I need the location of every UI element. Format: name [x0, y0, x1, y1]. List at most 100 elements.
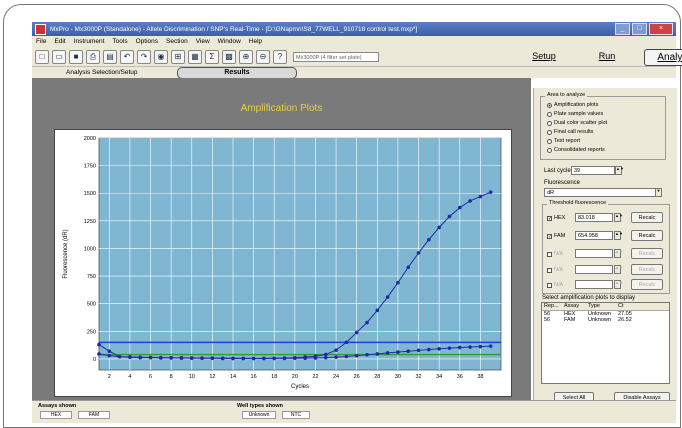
radio-final-call-results[interactable]: Final call results [547, 129, 593, 135]
data-point-hex [427, 347, 431, 352]
assay-chip-hex[interactable]: HEX [40, 411, 72, 419]
menu-file[interactable]: File [36, 38, 47, 45]
threshold-hex-checkbox[interactable]: ✓ HEX [547, 215, 566, 222]
undo-icon[interactable]: ↶ [120, 49, 134, 64]
sigma-icon[interactable]: Σ [205, 49, 219, 64]
menu-instrument[interactable]: Instrument [73, 38, 105, 45]
data-point-hex [488, 344, 493, 348]
menu-options[interactable]: Options [135, 38, 158, 45]
threshold-na2-checkbox[interactable]: N/A [547, 267, 563, 273]
window-titlebar: MxPro - Mx3000P (Standalone) - Allele Di… [32, 22, 676, 36]
chevron-down-icon[interactable]: ▼ [655, 188, 662, 197]
data-point-fam [375, 308, 380, 313]
menu-tools[interactable]: Tools [112, 38, 128, 45]
data-point-hex [220, 356, 225, 361]
tab-analysis-selection[interactable]: Analysis Selection/Setup [66, 69, 138, 76]
assay-chip-fam[interactable]: FAM [78, 411, 110, 419]
minimize-button[interactable]: _ [615, 23, 630, 35]
print-icon[interactable]: ⎙ [86, 49, 100, 64]
col-rep[interactable]: Rep... [544, 303, 559, 309]
radio-dual-color-scatter[interactable]: Dual color scatter plot [547, 120, 607, 126]
grid-icon[interactable]: ▩ [222, 49, 236, 64]
data-point-hex [179, 356, 184, 360]
menu-edit[interactable]: Edit [54, 38, 66, 45]
wells-icon[interactable]: ⊞ [171, 49, 185, 64]
fluorescence-select[interactable]: dR [544, 188, 662, 197]
data-point-hex [262, 356, 266, 361]
maximize-button[interactable]: □ [632, 23, 647, 35]
help-icon[interactable]: ? [273, 49, 287, 64]
data-point-fam [334, 348, 338, 352]
menu-window[interactable]: Window [217, 38, 241, 45]
close-button[interactable]: × [649, 23, 673, 35]
menu-section[interactable]: Section [166, 38, 188, 45]
x-tick-label: 28 [374, 374, 380, 380]
threshold-na1-checkbox[interactable]: N/A [547, 251, 563, 257]
threshold-hex-input[interactable]: 83.018 [575, 213, 613, 222]
menu-help[interactable]: Help [248, 38, 263, 45]
assay-table[interactable]: Rep... Assay Type Ct 56 HEX Unknown 27.0… [541, 302, 670, 384]
save-icon[interactable]: ■ [69, 49, 83, 64]
zoom-in-icon[interactable]: ⊕ [239, 49, 253, 64]
open-icon[interactable]: ▭ [52, 49, 66, 64]
recalc-na1-button[interactable]: Recalc [631, 248, 663, 259]
table-row[interactable]: 56 HEX Unknown 27.05 [542, 311, 669, 317]
run-button[interactable]: Run [598, 51, 616, 61]
recalc-na2-button[interactable]: Recalc [631, 264, 663, 275]
filter-set-select[interactable]: Mx3000P (4 filter set plate) [293, 51, 379, 62]
threshold-hex-spinner[interactable]: ▲▼ [614, 213, 623, 222]
threshold-na3-input[interactable] [575, 280, 613, 289]
radio-amplification-plots[interactable]: Amplification plots [547, 102, 598, 108]
threshold-na3-spinner[interactable]: ▲▼ [614, 280, 623, 289]
y-tick-label: 1500 [84, 191, 96, 197]
recalc-fam-button[interactable]: Recalc [631, 230, 663, 241]
last-cycle-input[interactable]: 39 [571, 166, 615, 175]
recalc-hex-button[interactable]: Recalc [631, 212, 663, 223]
col-assay[interactable]: Assay [564, 303, 579, 309]
data-point-hex [478, 344, 483, 349]
print-preview-icon[interactable]: ▤ [103, 49, 117, 64]
data-point-hex [437, 346, 441, 351]
amplification-chart[interactable]: 2 4 6 8 10 12 14 16 18 20 22 24 26 28 30 32 34 36 38025050… [55, 130, 511, 396]
threshold-na2-input[interactable] [575, 265, 613, 274]
report-icon[interactable]: ▦ [188, 49, 202, 64]
threshold-fam-spinner[interactable]: ▲▼ [614, 231, 623, 240]
data-point-hex [241, 356, 246, 361]
radio-consolidated-reports[interactable]: Consolidated reports [547, 147, 605, 153]
new-icon[interactable]: □ [35, 49, 49, 64]
threshold-na1-spinner[interactable]: ▲▼ [614, 249, 623, 258]
well-chip-unknown[interactable]: Unknown [242, 411, 276, 419]
y-tick-label: 1000 [84, 246, 96, 252]
radio-plate-sample-values[interactable]: Plate sample values [547, 111, 603, 117]
threshold-fam-checkbox[interactable]: ✓ FAM [547, 233, 566, 240]
data-point-fam [447, 214, 452, 219]
analysis-button[interactable]: Analysis [644, 49, 682, 66]
setup-button[interactable]: Setup [532, 51, 556, 61]
y-tick-label: 250 [87, 329, 96, 335]
table-row[interactable]: 56 FAM Unknown 26.52 [542, 317, 669, 323]
zoom-out-icon[interactable]: ⊖ [256, 49, 270, 64]
filter-icon[interactable]: ◉ [154, 49, 168, 64]
threshold-na2-spinner[interactable]: ▲▼ [614, 265, 623, 274]
col-type[interactable]: Type [588, 303, 600, 309]
col-ct[interactable]: Ct [618, 303, 624, 309]
cell-type: Unknown [588, 317, 611, 323]
data-point-fam [396, 280, 400, 285]
threshold-fam-input[interactable]: 654.958 [575, 231, 613, 240]
recalc-na3-button[interactable]: Recalc [631, 279, 663, 290]
threshold-na3-checkbox[interactable]: N/A [547, 282, 563, 288]
data-point-fam [437, 225, 441, 230]
data-point-fam [406, 265, 411, 270]
last-cycle-spinner[interactable]: ▲▼ [615, 166, 624, 175]
x-axis-label: Cycles [291, 384, 309, 390]
data-point-hex [159, 355, 163, 360]
data-point-fam [385, 295, 390, 299]
radio-text-report[interactable]: Text report [547, 138, 580, 144]
data-point-hex [138, 355, 143, 360]
menu-view[interactable]: View [195, 38, 210, 45]
threshold-na1-input[interactable] [575, 249, 613, 258]
redo-icon[interactable]: ↷ [137, 49, 151, 64]
cell-type: Unknown [588, 311, 611, 317]
well-chip-ntc[interactable]: NTC [282, 411, 310, 419]
data-point-hex [385, 351, 390, 355]
